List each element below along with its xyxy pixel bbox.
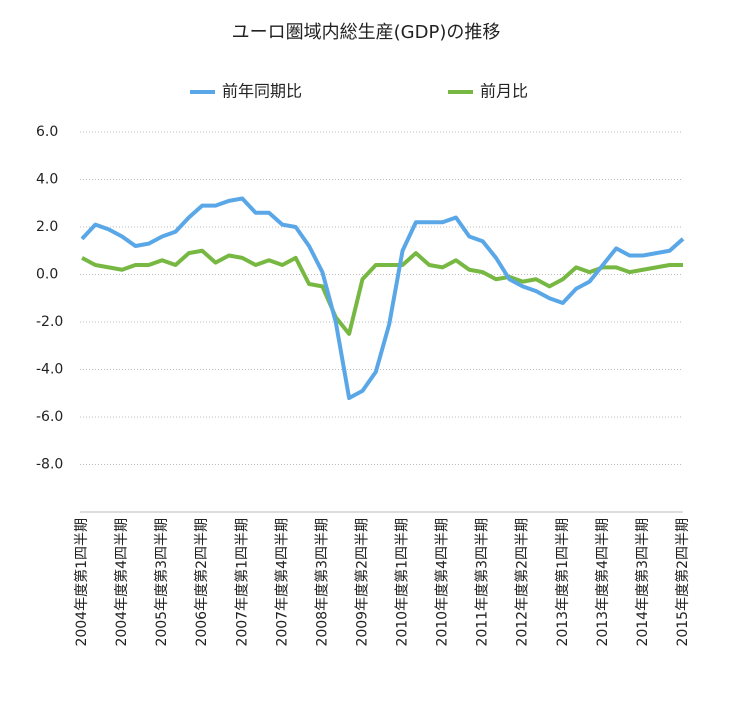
x-tick-label: 2010年度第4四半期	[434, 518, 451, 647]
y-tick-label: 6.0	[36, 124, 58, 140]
x-tick-label: 2012年度第2四半期	[514, 518, 531, 647]
x-tick-label: 2005年度第3四半期	[153, 518, 170, 647]
legend-label: 前年同期比	[222, 82, 302, 101]
x-tick-label: 2015年度第2四半期	[674, 518, 691, 647]
x-tick-label: 2007年度第4四半期	[273, 518, 290, 647]
legend-label: 前月比	[480, 82, 528, 101]
series-line	[80, 196, 685, 400]
y-tick-label: 0.0	[36, 267, 58, 283]
y-tick-label: -4.0	[36, 362, 63, 378]
x-tick-label: 2014年度第3四半期	[634, 518, 651, 647]
x-tick-label: 2011年度第3四半期	[474, 518, 491, 647]
x-tick-label: 2006年度第2四半期	[193, 518, 210, 647]
x-tick-label: 2004年度第4四半期	[113, 518, 130, 647]
x-tick-label: 2009年度第2四半期	[353, 518, 370, 647]
y-tick-label: 4.0	[36, 172, 58, 188]
y-tick-label: -2.0	[36, 314, 63, 330]
x-tick-label: 2007年度第1四半期	[233, 518, 250, 647]
y-tick-label: -8.0	[36, 457, 63, 473]
x-tick-label: 2013年度第4四半期	[594, 518, 611, 647]
chart-title: ユーロ圏域内総生産(GDP)の推移	[232, 22, 501, 43]
x-tick-label: 2008年度第3四半期	[313, 518, 330, 647]
y-tick-label: -6.0	[36, 409, 63, 425]
x-tick-label: 2010年度第1四半期	[394, 518, 411, 647]
y-tick-label: 2.0	[36, 219, 58, 235]
series-line	[81, 248, 683, 336]
x-tick-label: 2013年度第1四半期	[554, 518, 571, 647]
x-tick-label: 2004年度第1四半期	[73, 518, 90, 647]
